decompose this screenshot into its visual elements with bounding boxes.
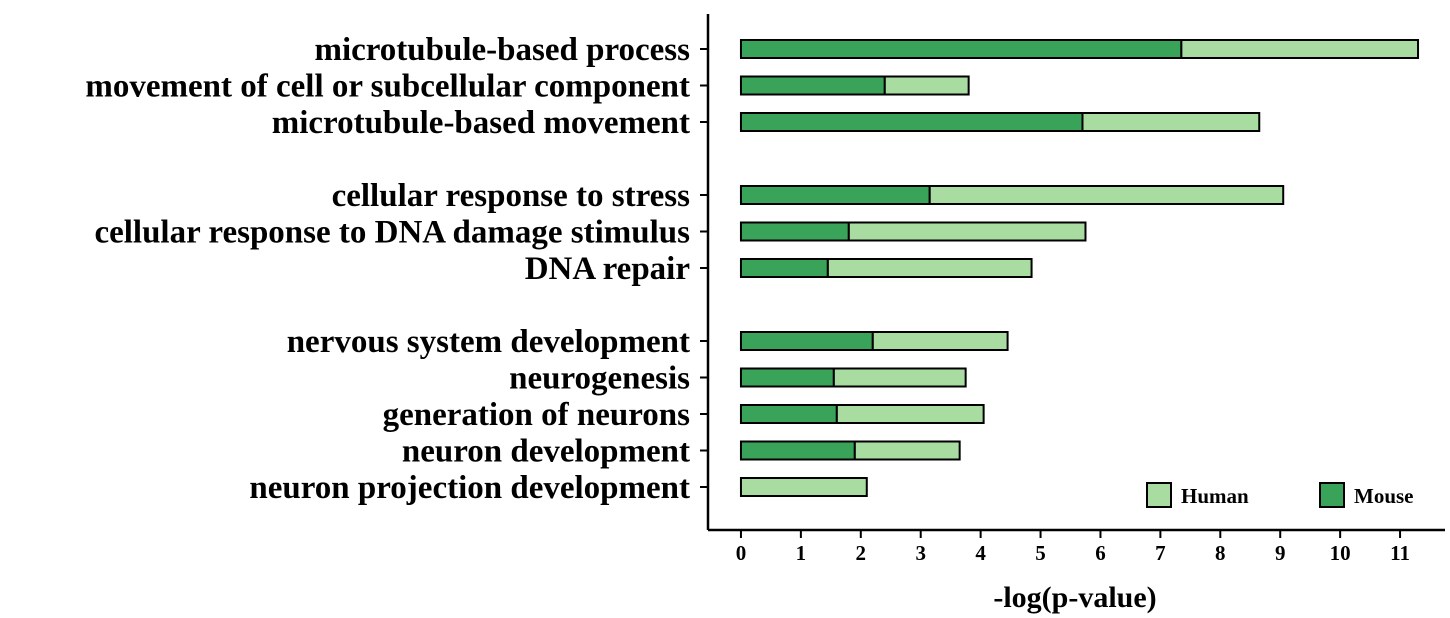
category-label-0: microtubule-based process [314, 32, 690, 68]
bars-layer [739, 39, 1420, 497]
x-tick-label-4: 4 [975, 541, 986, 565]
category-label-9: neuron development [402, 434, 690, 470]
bar-human-3 [928, 185, 1285, 205]
bar-human-8 [835, 404, 985, 424]
bar-mouse-4 [739, 221, 850, 242]
legend-label-mouse: Mouse [1354, 484, 1414, 508]
bar-human-0 [1180, 39, 1420, 59]
bar-mouse-6 [739, 331, 874, 351]
legend-swatch-mouse [1319, 482, 1345, 508]
category-label-2: microtubule-based movement [272, 105, 690, 141]
category-label-5: DNA repair [525, 251, 690, 287]
bar-human-5 [826, 258, 1033, 278]
x-tick-label-9: 9 [1275, 541, 1286, 565]
bar-human-10 [739, 477, 868, 497]
x-ticks: 0 1 2 3 4 5 6 7 8 9 10 11 [736, 530, 1410, 565]
category-label-4: cellular response to DNA damage stimulus [94, 215, 690, 251]
x-tick-label-10: 10 [1330, 541, 1351, 565]
bar-mouse-9 [739, 440, 856, 461]
x-tick-label-5: 5 [1035, 541, 1046, 565]
category-label-10: neuron projection development [249, 470, 690, 506]
bar-human-4 [847, 221, 1087, 242]
bar-mouse-7 [739, 367, 835, 388]
legend: Human Mouse [1146, 482, 1414, 508]
x-tick-label-7: 7 [1155, 541, 1166, 565]
bar-mouse-2 [739, 112, 1084, 132]
x-tick-label-11: 11 [1390, 541, 1410, 565]
x-tick-label-6: 6 [1095, 541, 1106, 565]
category-label-8: generation of neurons [383, 397, 691, 433]
x-tick-label-3: 3 [915, 541, 926, 565]
axes [706, 14, 1445, 532]
category-label-7: neurogenesis [509, 361, 690, 397]
legend-label-human: Human [1181, 484, 1249, 508]
x-tick-label-2: 2 [856, 541, 867, 565]
x-tick-label-1: 1 [796, 541, 807, 565]
x-tick-label-0: 0 [736, 541, 747, 565]
category-label-6: nervous system development [287, 324, 690, 360]
bar-human-2 [1081, 112, 1261, 132]
category-label-3: cellular response to stress [332, 178, 691, 214]
bar-mouse-0 [739, 39, 1183, 59]
x-axis-title: -log(p-value) [993, 581, 1156, 614]
bar-human-6 [871, 331, 1009, 351]
legend-swatch-human [1146, 482, 1172, 508]
x-tick-label-8: 8 [1215, 541, 1226, 565]
bar-mouse-1 [739, 75, 886, 96]
bar-mouse-5 [739, 258, 829, 278]
bar-mouse-3 [739, 185, 931, 205]
category-label-1: movement of cell or subcellular componen… [85, 69, 690, 105]
bar-human-7 [832, 367, 967, 388]
bar-human-1 [883, 75, 970, 96]
bar-human-9 [853, 440, 961, 461]
bar-mouse-8 [739, 404, 838, 424]
